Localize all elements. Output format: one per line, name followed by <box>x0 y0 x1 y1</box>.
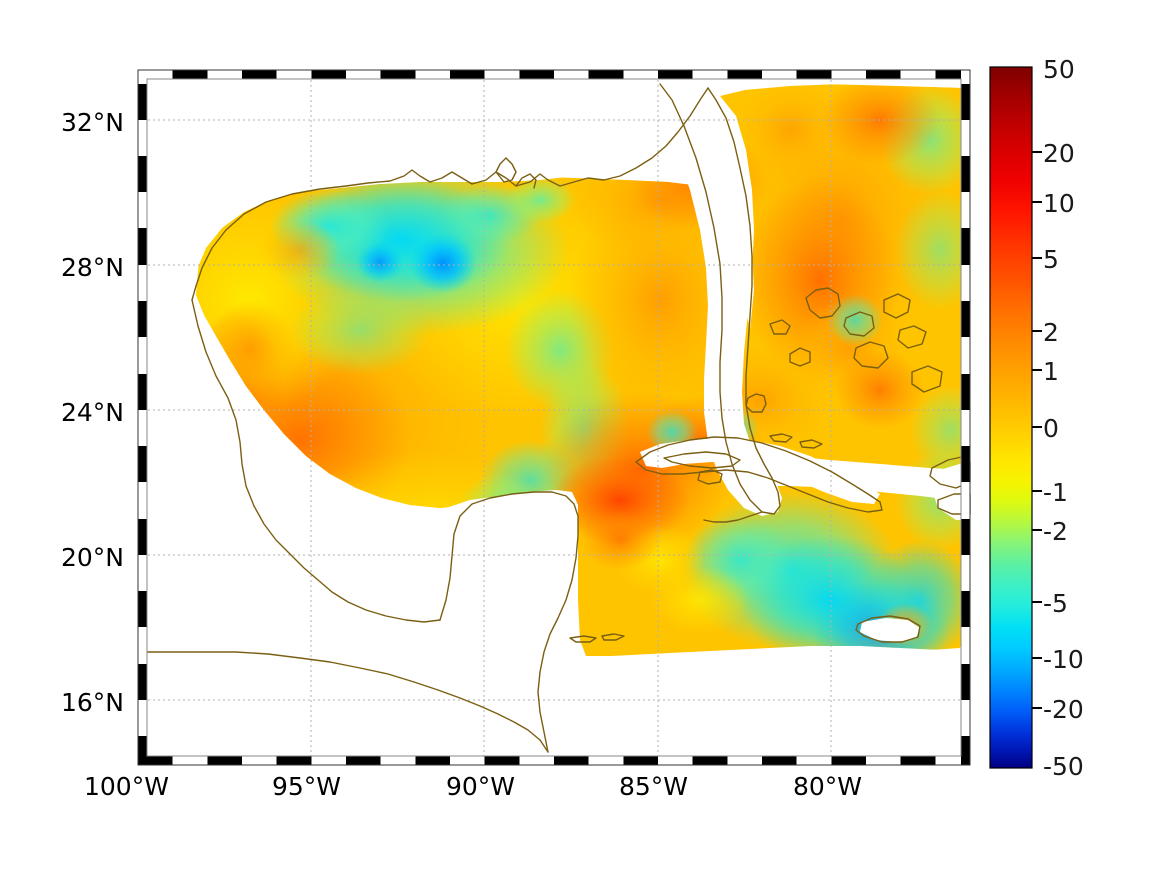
colorbar-tick-label-0: 50 <box>1043 55 1075 84</box>
colorbar-tick-label-11: -20 <box>1043 695 1084 724</box>
map-plot-area <box>137 69 971 766</box>
colorbar[interactable] <box>989 66 1042 769</box>
y-tick-label-1: 20°N <box>61 543 125 572</box>
colorbar-tick-label-8: -2 <box>1043 517 1068 546</box>
colorbar-ticks <box>1032 151 1042 709</box>
colorbar-tick-label-7: -1 <box>1043 478 1068 507</box>
x-tick-label-0: 100°W <box>84 772 169 801</box>
colorbar-tick-label-9: -5 <box>1043 589 1068 618</box>
colorbar-tick-label-1: 20 <box>1043 139 1075 168</box>
x-tick-label-4: 80°W <box>793 772 863 801</box>
colorbar-tick-label-10: -10 <box>1043 645 1084 674</box>
x-tick-label-2: 90°W <box>446 772 516 801</box>
colorbar-tick-label-6: 0 <box>1043 414 1059 443</box>
coastline-layer <box>139 83 971 753</box>
colorbar-tick-label-4: 2 <box>1043 318 1059 347</box>
frame-right <box>961 70 970 765</box>
frame-top <box>138 70 970 79</box>
colorbar-tick-label-3: 5 <box>1043 245 1059 274</box>
colorbar-gradient <box>989 66 1033 769</box>
y-tick-label-2: 24°N <box>61 398 125 427</box>
colorbar-tick-label-5: 1 <box>1043 357 1059 386</box>
colorbar-tick-label-2: 10 <box>1043 189 1075 218</box>
x-tick-label-1: 95°W <box>272 772 342 801</box>
map-frame <box>137 69 971 766</box>
map-gridlines <box>138 70 970 765</box>
x-tick-label-3: 85°W <box>619 772 689 801</box>
colorbar-tick-label-12: -50 <box>1043 752 1084 781</box>
y-tick-label-4: 32°N <box>61 108 125 137</box>
y-tick-label-3: 28°N <box>61 253 125 282</box>
frame-left <box>138 70 147 765</box>
y-tick-label-0: 16°N <box>61 688 125 717</box>
frame-bottom <box>138 756 970 765</box>
